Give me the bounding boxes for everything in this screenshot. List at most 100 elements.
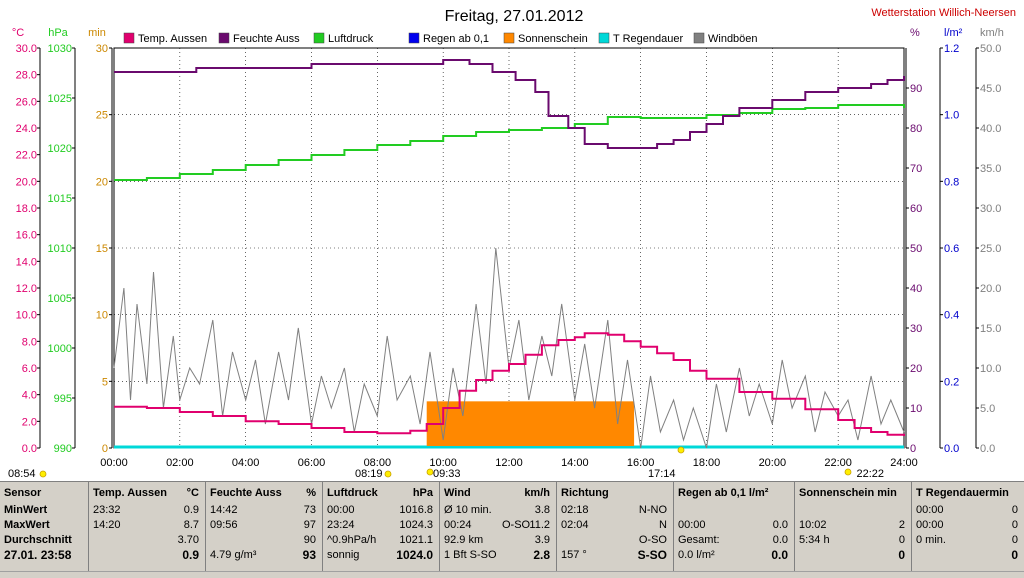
legend-label: Luftdruck xyxy=(328,33,374,45)
x-tick-label: 18:00 xyxy=(693,457,721,469)
luftdruck-max-time: 23:24 xyxy=(327,519,355,531)
y-tick-label: 60 xyxy=(910,203,922,215)
summary-divider xyxy=(322,481,323,577)
sensor-current-label: 27.01. 23:58 xyxy=(4,548,72,562)
x-tick-label: 22:00 xyxy=(824,457,852,469)
y-tick-label: 0.6 xyxy=(944,243,959,255)
feuchte-max-value: 97 xyxy=(303,519,316,531)
x-tick-label: 00:00 xyxy=(100,457,128,469)
legend-swatch xyxy=(408,32,420,44)
regen-total-label: Gesamt: xyxy=(678,534,720,546)
x-tick-label: 08:00 xyxy=(364,457,392,469)
wind-unit: km/h xyxy=(524,487,550,499)
wind-avg-value: 3.9 xyxy=(534,534,550,546)
sonne-current-value: 0 xyxy=(898,548,905,562)
y-tick-label: 25.0 xyxy=(980,243,1001,255)
y-tick-label: 18.0 xyxy=(16,203,37,215)
feuchte-max-time: 09:56 xyxy=(210,519,238,531)
y-tick-label: 30 xyxy=(910,323,922,335)
sun-icon xyxy=(39,470,47,478)
sun-time-label: 08:54 xyxy=(8,468,36,480)
y-tick-label: 50 xyxy=(910,243,922,255)
sonne-row2-time: 10:02 xyxy=(799,519,827,531)
wind-header: Wind xyxy=(444,487,471,499)
legend-swatch xyxy=(123,32,135,44)
richtung-header: Richtung xyxy=(561,487,609,499)
y-tick-label: 30.0 xyxy=(16,43,37,55)
axis-unit: hPa xyxy=(48,27,68,39)
summary-col-regen: Regen ab 0,1 l/m² 00:00 0.0 Gesamt: 0.0 0.… xyxy=(674,485,794,577)
feuchte-abs-humidity: 4.79 g/m³ xyxy=(210,549,257,561)
luftdruck-header: Luftdruck xyxy=(327,487,378,499)
legend-label: Feuchte Auss xyxy=(233,33,300,45)
y-tick-label: 15 xyxy=(96,243,108,255)
y-tick-label: 22.0 xyxy=(16,150,37,162)
summary-divider xyxy=(673,481,674,577)
regen-row2-value: 0.0 xyxy=(772,519,788,531)
axis-unit: l/m² xyxy=(944,27,963,39)
temp-min-value: 0.9 xyxy=(183,504,199,516)
y-tick-label: 0.0 xyxy=(980,443,995,455)
temp-avg-value: 3.70 xyxy=(177,534,199,546)
y-tick-label: 1010 xyxy=(48,243,72,255)
feuchte-min-time: 14:42 xyxy=(210,504,238,516)
y-tick-label: 26.0 xyxy=(16,96,37,108)
temp-max-value: 8.7 xyxy=(183,519,199,531)
y-tick-label: 0.0 xyxy=(22,443,37,455)
y-tick-label: 40 xyxy=(910,283,922,295)
regen-amount: 0.0 l/m² xyxy=(678,549,715,561)
axis-unit: min xyxy=(88,27,106,39)
sonne-row2-value: 2 xyxy=(898,519,905,531)
summary-col-richtung: Richtung 02:18 N-NO 02:04 N O-SO 157 ° S-SO xyxy=(557,485,673,577)
sun-icon xyxy=(677,446,685,454)
y-tick-label: 0.4 xyxy=(944,310,959,322)
sun-icon xyxy=(844,468,852,476)
x-tick-label: 16:00 xyxy=(627,457,655,469)
y-tick-label: 10.0 xyxy=(980,363,1001,375)
legend-swatch xyxy=(693,32,705,44)
y-tick-label: 35.0 xyxy=(980,163,1001,175)
series-line-luftdruck xyxy=(114,104,905,181)
summary-divider xyxy=(911,481,912,577)
legend-swatch xyxy=(598,32,610,44)
x-tick-label: 14:00 xyxy=(561,457,589,469)
tregen-header: T Regendauermin xyxy=(916,487,1009,499)
y-tick-label: 5 xyxy=(102,376,108,388)
sensor-min-label: MinWert xyxy=(4,504,48,516)
sun-time-label: 08:19 xyxy=(355,468,383,480)
x-tick-label: 04:00 xyxy=(232,457,260,469)
y-tick-label: 20.0 xyxy=(980,283,1001,295)
sun-time-label: 22:22 xyxy=(856,468,884,480)
legend-label: T Regendauer xyxy=(613,33,683,45)
series-line-windb-en xyxy=(113,247,905,449)
y-tick-label: 1015 xyxy=(48,193,72,205)
summary-divider xyxy=(556,481,557,577)
sun-icon xyxy=(384,470,392,478)
y-tick-label: 20 xyxy=(910,363,922,375)
wind-max-time: 00:24 xyxy=(444,519,472,531)
wind-max-dir: O-SO xyxy=(502,519,531,531)
x-tick-label: 12:00 xyxy=(495,457,523,469)
summary-table: Sensor MinWert MaxWert Durchschnitt 27.0… xyxy=(0,481,1024,578)
sun-time-label: 17:14 xyxy=(648,468,676,480)
weather-chart: Freitag, 27.01.2012 Wetterstation Willich… xyxy=(8,7,1016,480)
summary-divider xyxy=(205,481,206,577)
regen-current-value: 0.0 xyxy=(771,548,788,562)
tregen-row2-value: 0 xyxy=(1011,519,1018,531)
y-tick-label: 0.8 xyxy=(944,176,959,188)
y-tick-label: 0.2 xyxy=(944,376,959,388)
wind-distance: 92.9 km xyxy=(444,534,484,546)
summary-divider xyxy=(88,481,89,577)
y-tick-label: 24.0 xyxy=(16,123,37,135)
y-tick-label: 1020 xyxy=(48,143,72,155)
luftdruck-forecast: sonnig xyxy=(327,549,360,561)
axis-unit: % xyxy=(910,27,920,39)
y-tick-label: 1.0 xyxy=(944,110,959,122)
y-tick-label: 16.0 xyxy=(16,230,37,242)
y-tick-label: 8.0 xyxy=(22,336,37,348)
y-tick-label: 1030 xyxy=(48,43,72,55)
temp-header: Temp. Aussen xyxy=(93,487,167,499)
richtung-row1-time: 02:18 xyxy=(561,504,589,516)
y-tick-label: 1.2 xyxy=(944,43,959,55)
y-tick-label: 90 xyxy=(910,83,922,95)
